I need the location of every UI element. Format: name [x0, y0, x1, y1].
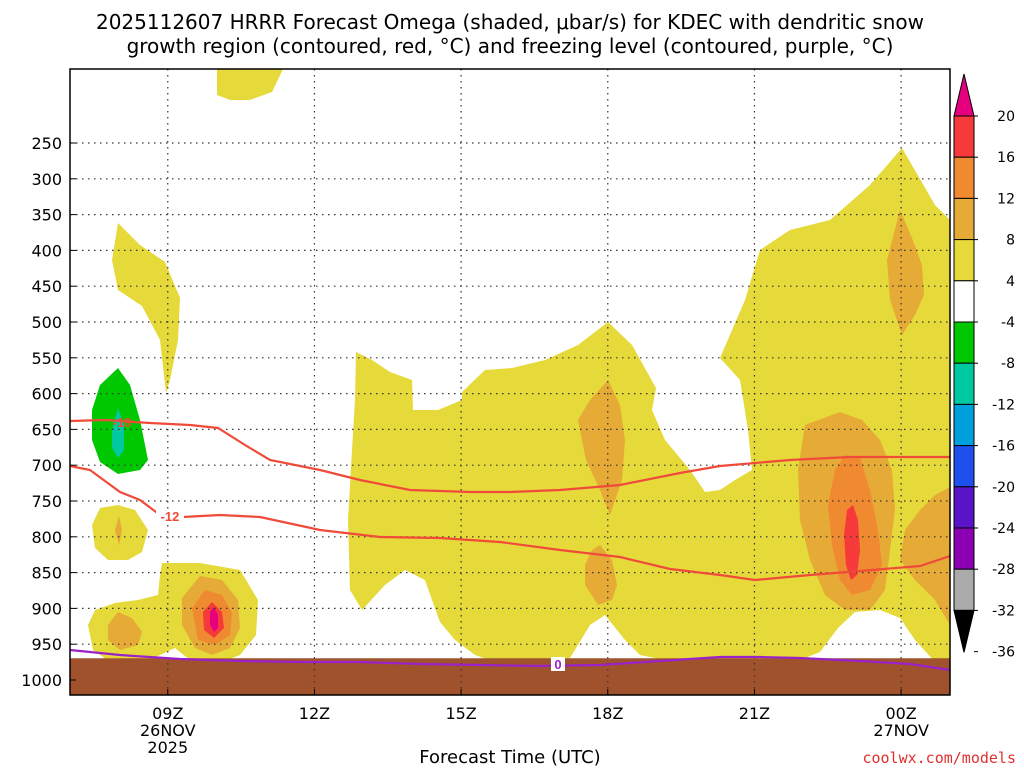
- y-tick-label: 550: [31, 349, 62, 368]
- colorbar-tick-label: -32: [992, 603, 1015, 619]
- colorbar-top-triangle: [953, 73, 975, 117]
- omega-region-8-12-spot: [115, 516, 122, 545]
- colorbar-segment: [953, 568, 975, 611]
- x-tick-label: 26NOV: [140, 721, 196, 740]
- x-tick-label: 09Z: [152, 704, 183, 723]
- colorbar-tick-label: 4: [1006, 274, 1015, 290]
- x-tick-label: 18Z: [592, 704, 623, 723]
- colorbar-segment: [953, 486, 975, 529]
- colorbar-tick-label: -12: [992, 397, 1015, 413]
- colorbar-segment: [953, 362, 975, 405]
- colorbar-segment: [953, 527, 975, 570]
- contour-label-minus-12: -12: [161, 509, 180, 524]
- y-tick-label: 450: [31, 277, 62, 296]
- colorbar-tick-label: -8: [1001, 356, 1015, 372]
- contour-label-minus-12-bg: [156, 509, 184, 523]
- omega-region-8-12-farright: [900, 487, 950, 625]
- contour-label-zero-bg: [551, 657, 565, 671]
- y-tick-label: 700: [31, 456, 62, 475]
- colorbar-segment: [953, 156, 975, 199]
- colorbar-segment: [953, 321, 975, 364]
- x-tick-label: 21Z: [739, 704, 770, 723]
- omega-region-white-gap: [652, 358, 752, 492]
- omega-region-8-12-left: [108, 612, 142, 650]
- colorbar-bottom-triangle: [953, 609, 975, 653]
- chart-title-line1: 2025112607 HRRR Forecast Omega (shaded, …: [96, 10, 924, 34]
- plot-frame: [69, 68, 951, 696]
- y-tick-label: 500: [31, 313, 62, 332]
- colorbar-tick-label: -20: [992, 480, 1015, 496]
- colorbar-segment: [953, 403, 975, 447]
- y-tick-label: 350: [31, 206, 62, 225]
- contour-zero: [69, 648, 951, 672]
- y-tick-label: 400: [31, 241, 62, 260]
- colorbar: 20 16 12 8 4 -4 -8 -12 -16 -20 -24 -28 -32 -36: [953, 73, 1015, 661]
- omega-region-8-12-mid: [578, 380, 625, 515]
- omega-region-yellow-main: [348, 148, 950, 665]
- colorbar-segment: [953, 115, 975, 158]
- omega-region-8-12-low: [585, 545, 617, 605]
- colorbar-tick-label: 16: [997, 150, 1015, 166]
- credit-text: coolwx.com/models: [862, 749, 1016, 767]
- contour-minus-12: [69, 464, 951, 582]
- y-tick-label: 650: [31, 420, 62, 439]
- contours: -18 -12 0: [69, 415, 951, 672]
- colorbar-tick-label: 20: [997, 109, 1015, 125]
- omega-region-yellow-upperleft: [112, 223, 180, 393]
- omega-region-above-20: [210, 607, 218, 632]
- colorbar-tick-label: -4: [1001, 315, 1015, 331]
- colorbar-segment: [953, 280, 975, 323]
- y-tick-label: 800: [31, 528, 62, 547]
- omega-region-8-12-upperright: [887, 210, 924, 335]
- colorbar-tick-label: -36: [992, 645, 1015, 661]
- y-tick-label: 600: [31, 385, 62, 404]
- colorbar-tick-label: -24: [992, 521, 1015, 537]
- x-tick-label: 12Z: [299, 704, 330, 723]
- y-tick-label: 250: [31, 134, 62, 153]
- colorbar-segment: [953, 445, 975, 488]
- x-tick-label: 27NOV: [873, 721, 929, 740]
- colorbar-segment: [953, 239, 975, 282]
- contour-minus-18: [69, 418, 950, 494]
- x-tick-label: 15Z: [445, 704, 476, 723]
- colorbar-segment: [953, 197, 975, 241]
- contour-label-minus-18: -18: [113, 415, 132, 430]
- x-tick-label: 00Z: [885, 704, 916, 723]
- y-tick-label: 900: [31, 599, 62, 618]
- grid: [70, 69, 950, 695]
- x-axis-label: Forecast Time (UTC): [419, 747, 600, 768]
- x-tick-label: 2025: [147, 738, 188, 757]
- omega-region-yellow-top: [217, 69, 283, 100]
- y-tick-label: 750: [31, 492, 62, 511]
- y-axis-ticks: 250 300 350 400 450 500 550 600 650 700 750 800 850 9…: [21, 134, 76, 690]
- colorbar-tick-label: -16: [992, 439, 1015, 455]
- colorbar-tick-label: 12: [997, 191, 1015, 207]
- y-tick-label: 950: [31, 635, 62, 654]
- y-tick-label: 300: [31, 170, 62, 189]
- contour-label-zero: 0: [554, 657, 561, 672]
- omega-region-16-20-right: [844, 505, 860, 580]
- omega-shading: [88, 69, 950, 665]
- y-tick-label: 1000: [21, 671, 62, 690]
- colorbar-tick-label: 8: [1006, 233, 1015, 249]
- y-tick-label: 850: [31, 564, 62, 583]
- chart-title-line2: growth region (contoured, red, °C) and f…: [127, 34, 894, 58]
- colorbar-tick-label: -28: [992, 562, 1015, 578]
- ground-surface: [70, 658, 950, 695]
